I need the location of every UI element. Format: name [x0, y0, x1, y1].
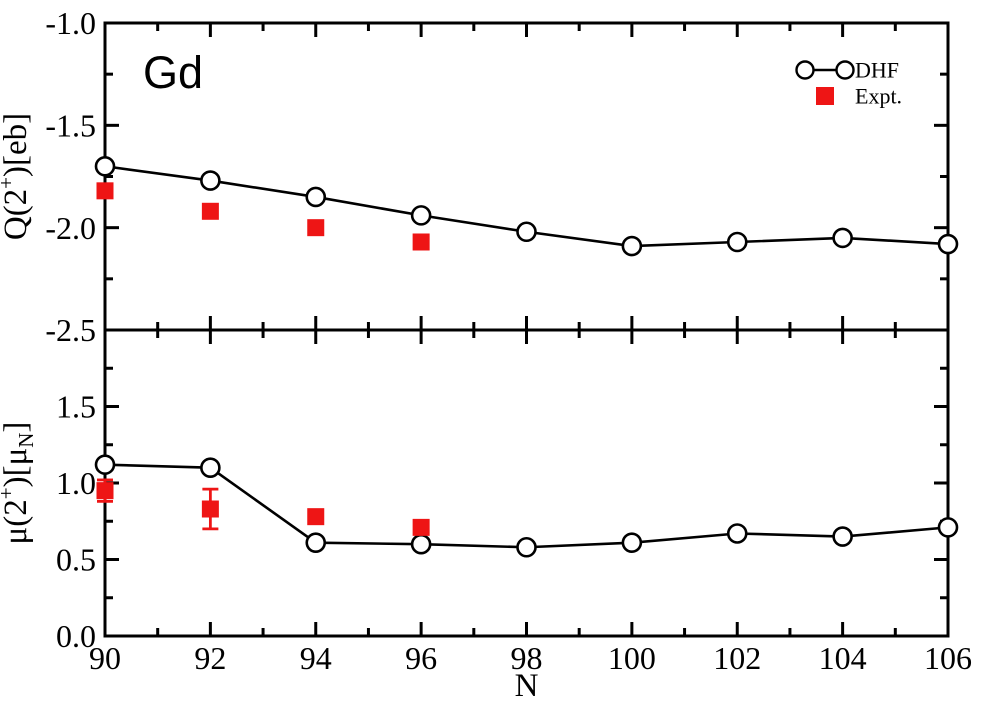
circle-marker: [621, 532, 643, 553]
square-marker: [307, 508, 325, 526]
data-line: [104, 463, 949, 549]
circle-marker: [94, 155, 116, 177]
circle-marker: [937, 517, 959, 538]
square-marker: [96, 182, 114, 200]
circle-marker: [516, 536, 537, 558]
square-marker: [201, 500, 219, 518]
series-expt: [96, 182, 430, 251]
y-tick-label: -1.5: [45, 108, 96, 144]
legend-circle-marker: [795, 60, 815, 80]
legend-label-dhf: DHF: [855, 58, 899, 83]
circle-marker: [621, 235, 643, 257]
y-axis-title-top: Q(2+)[eb]: [0, 113, 34, 240]
y-tick-label: 0.0: [56, 618, 96, 654]
circle-marker: [200, 170, 221, 191]
circle-marker: [726, 231, 748, 253]
circle-marker: [410, 205, 432, 226]
x-axis-title: N: [515, 668, 539, 702]
x-tick-label: 106: [924, 640, 972, 676]
square-marker: [412, 233, 430, 251]
circle-marker: [94, 454, 116, 475]
square-marker: [96, 482, 114, 500]
circle-marker: [516, 221, 537, 243]
circle-marker: [305, 532, 327, 553]
x-tick-label: 94: [300, 640, 332, 676]
x-tick-label: 98: [511, 640, 543, 676]
circle-marker: [726, 523, 748, 544]
y-tick-label: 1.0: [56, 465, 96, 501]
circle-marker: [832, 227, 853, 249]
legend-square-marker: [816, 87, 834, 105]
y-tick-label: -2.5: [45, 312, 96, 348]
x-tick-label: 100: [608, 640, 656, 676]
square-marker: [307, 219, 325, 237]
series-dhf: [94, 155, 959, 257]
panel-bottom: 0.0 0.5 1.0 1.5 μ(2+)[μN] 90 92 94 96 98 100 102 104…: [0, 328, 972, 704]
circle-marker: [410, 533, 432, 555]
circle-marker: [305, 186, 327, 208]
x-tick-label: 104: [819, 640, 867, 676]
y-axis-title-bottom: μ(2+)[μN]: [0, 422, 38, 545]
circle-marker: [937, 233, 959, 255]
x-tick-label: 90: [89, 640, 121, 676]
circle-marker: [200, 457, 221, 479]
x-tick-label: 92: [194, 640, 226, 676]
x-tick-label: 102: [713, 640, 761, 676]
y-tick-label: 0.5: [56, 542, 96, 578]
legend-circle-marker: [835, 60, 855, 80]
isotope-label: Gd: [143, 47, 203, 98]
x-tick-label: 96: [405, 640, 437, 676]
square-marker: [201, 202, 219, 220]
legend-label-expt: Expt.: [855, 84, 902, 109]
square-marker: [412, 518, 430, 536]
axis-ticks: [103, 21, 950, 332]
series-expt: [96, 478, 430, 536]
y-tick-label: 1.5: [56, 389, 96, 425]
y-tick-label: -1.0: [45, 5, 96, 41]
circle-marker: [832, 526, 853, 547]
y-tick-label: -2.0: [45, 210, 96, 246]
series-dhf: [94, 454, 959, 558]
